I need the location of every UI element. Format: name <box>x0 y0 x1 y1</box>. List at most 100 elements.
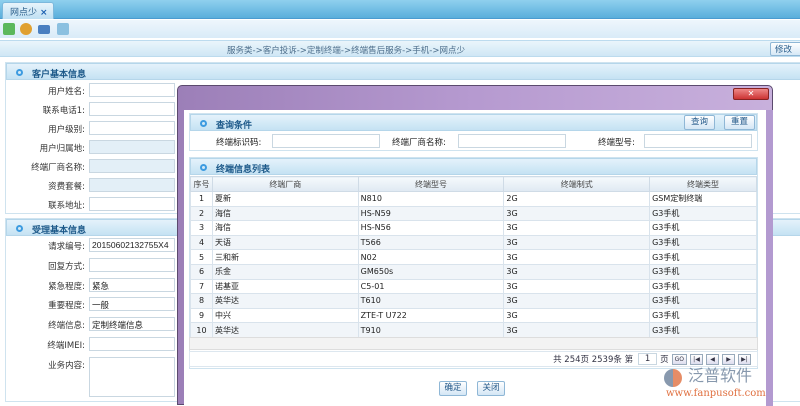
table-cell: 6 <box>190 263 213 280</box>
dialog-body: 查询条件 查询 重置 终端标识码: 终端厂商名称: 终端型号: 终端信息列表 序… <box>184 110 766 406</box>
terminal-table: 序号 终端厂商 终端型号 终端制式 终端类型 1 夏新 N810 2G GSM定制终端 2 海信 HS-… <box>190 176 757 338</box>
field-input[interactable] <box>89 83 175 97</box>
table-cell: 7 <box>190 278 213 295</box>
field-input[interactable]: 紧急 <box>89 278 175 292</box>
table-cell: G3手机 <box>649 278 757 295</box>
book-icon[interactable] <box>38 25 50 34</box>
table-row[interactable]: 9 中兴 ZTE-T U722 3G G3手机 <box>190 307 757 324</box>
table-row[interactable]: 4 天语 T566 3G G3手机 <box>190 234 757 251</box>
terminal-id-label: 终端标识码: <box>216 138 262 148</box>
pager-summary: 共 254页 2539条 第 <box>553 355 634 365</box>
last-page-icon[interactable]: ▶| <box>738 353 751 365</box>
table-cell: 乐金 <box>211 263 359 280</box>
field-input[interactable] <box>89 102 175 116</box>
close-button[interactable]: 关闭 <box>477 381 505 396</box>
section-title: 终端信息列表 <box>216 165 271 175</box>
table-row[interactable]: 10 英华达 T910 3G G3手机 <box>190 322 757 338</box>
column-header[interactable]: 序号 <box>190 176 213 192</box>
watermark: 泛普软件 www.fanpusoft.com <box>660 367 800 402</box>
search-button[interactable]: 查询 <box>684 115 715 130</box>
add-icon[interactable] <box>3 23 15 35</box>
field-input[interactable] <box>89 197 175 211</box>
table-cell: T610 <box>357 293 505 309</box>
field-input[interactable] <box>89 258 175 272</box>
column-header[interactable]: 终端厂商 <box>211 176 359 192</box>
circle-icon <box>200 120 207 127</box>
logo-icon <box>664 369 682 387</box>
next-page-icon[interactable]: ▶ <box>722 353 735 365</box>
watermark-url: www.fanpusoft.com <box>666 388 766 399</box>
table-cell: G3手机 <box>649 249 757 265</box>
field-label: 用户归属地: <box>39 144 85 154</box>
edit-button[interactable]: 修改 <box>770 42 800 56</box>
table-row[interactable]: 2 海信 HS-N59 3G G3手机 <box>190 205 757 222</box>
section-title: 受理基本信息 <box>32 226 87 236</box>
go-button[interactable]: GO <box>671 353 687 365</box>
table-cell: G3手机 <box>649 205 757 222</box>
table-cell: 英华达 <box>211 293 359 309</box>
table-row[interactable]: 7 诺基亚 C5-01 3G G3手机 <box>190 278 757 295</box>
field-input[interactable]: 一般 <box>89 297 175 311</box>
table-cell: GM650s <box>357 263 505 280</box>
table-cell: 10 <box>190 322 213 338</box>
horizontal-scrollbar[interactable] <box>189 337 758 350</box>
field-input[interactable] <box>89 357 175 397</box>
terminal-id-input[interactable] <box>272 134 380 148</box>
table-row[interactable]: 5 三和新 N02 3G G3手机 <box>190 249 757 265</box>
vertical-scrollbar[interactable] <box>766 110 773 406</box>
field-label: 重要程度: <box>48 301 85 311</box>
vendor-name-input[interactable] <box>458 134 566 148</box>
field-input[interactable] <box>89 140 175 154</box>
column-header[interactable]: 终端型号 <box>357 176 505 192</box>
table-cell: 3 <box>190 220 213 236</box>
close-icon[interactable]: × <box>40 8 48 18</box>
field-input[interactable] <box>89 121 175 135</box>
prev-page-icon[interactable]: ◀ <box>706 353 719 365</box>
table-cell: 3G <box>503 234 651 251</box>
table-row[interactable]: 6 乐金 GM650s 3G G3手机 <box>190 263 757 280</box>
section-title: 查询条件 <box>216 121 253 131</box>
table-cell: ZTE-T U722 <box>357 307 505 324</box>
user-icon[interactable] <box>20 23 32 35</box>
tab-label: 网点少 <box>10 8 38 18</box>
table-row[interactable]: 8 英华达 T610 3G G3手机 <box>190 293 757 309</box>
table-cell: G3手机 <box>649 234 757 251</box>
breadcrumb-bar: 服务类->客户投诉->定制终端->终端售后服务->手机->网点少 修改 <box>0 40 800 57</box>
customer-section-header: 客户基本信息 <box>6 63 800 80</box>
tab-wangdianshao[interactable]: 网点少 × <box>2 2 54 19</box>
field-input[interactable]: 定制终端信息 <box>89 317 175 331</box>
first-page-icon[interactable]: |◀ <box>690 353 703 365</box>
column-header[interactable]: 终端类型 <box>649 176 757 192</box>
field-input[interactable] <box>89 178 175 192</box>
field-label: 终端信息: <box>48 321 85 331</box>
reset-button[interactable]: 重置 <box>724 115 755 130</box>
table-cell: GSM定制终端 <box>649 191 757 207</box>
pager: 共 254页 2539条 第 1 页 GO |◀ ◀ ▶ ▶| <box>189 351 758 367</box>
table-cell: G3手机 <box>649 293 757 309</box>
field-label: 联系电话1: <box>42 106 85 116</box>
page-number-input[interactable]: 1 <box>638 353 658 365</box>
table-cell: 三和新 <box>211 249 359 265</box>
query-panel: 查询条件 查询 重置 终端标识码: 终端厂商名称: 终端型号: <box>189 113 758 151</box>
toolbar <box>0 20 800 38</box>
table-cell: 1 <box>190 191 213 207</box>
close-icon[interactable]: ✕ <box>733 88 769 100</box>
field-input[interactable] <box>89 337 175 351</box>
column-header[interactable]: 终端制式 <box>503 176 651 192</box>
terminal-select-dialog: ✕ 查询条件 查询 重置 终端标识码: 终端厂商名称: 终端型号: 终端信息列表… <box>177 85 773 406</box>
table-row[interactable]: 3 海信 HS-N56 3G G3手机 <box>190 220 757 236</box>
field-input[interactable]: 20150602132755X4 <box>89 238 175 252</box>
vendor-name-label: 终端厂商名称: <box>392 138 446 148</box>
ok-button[interactable]: 确定 <box>439 381 467 396</box>
field-label: 联系地址: <box>48 201 85 211</box>
table-cell: 3G <box>503 307 651 324</box>
export-icon[interactable] <box>57 23 69 35</box>
model-input[interactable] <box>644 134 752 148</box>
field-input[interactable] <box>89 159 175 173</box>
table-row[interactable]: 1 夏新 N810 2G GSM定制终端 <box>190 191 757 207</box>
table-cell: 3G <box>503 220 651 236</box>
model-label: 终端型号: <box>598 138 635 148</box>
table-cell: G3手机 <box>649 220 757 236</box>
field-label: 请求编号: <box>48 242 85 252</box>
table-cell: T566 <box>357 234 505 251</box>
